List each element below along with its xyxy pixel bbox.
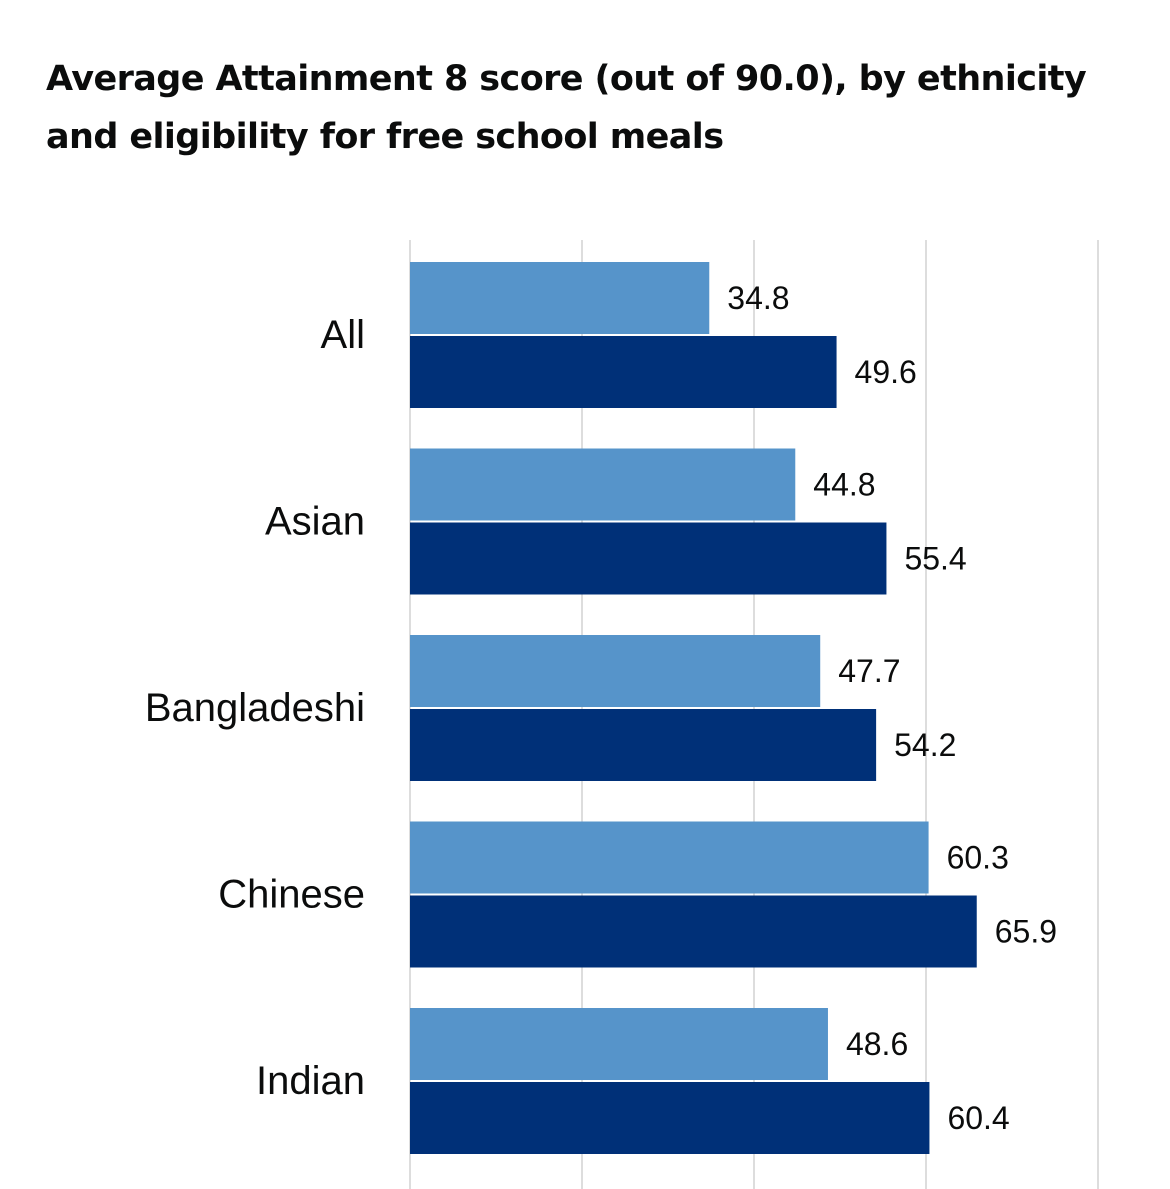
bar (410, 1008, 828, 1080)
data-label: 55.4 (904, 541, 966, 577)
bar (410, 336, 837, 408)
data-label: 65.9 (995, 914, 1057, 950)
bar (410, 522, 887, 595)
bar (410, 1082, 930, 1154)
bar (410, 821, 929, 894)
category-label: Bangladeshi (145, 686, 365, 730)
data-label: 34.8 (727, 280, 789, 316)
bar (410, 448, 796, 521)
data-label: 47.7 (838, 653, 900, 689)
data-label: 48.6 (846, 1026, 908, 1062)
data-label: 54.2 (894, 727, 956, 763)
chart-title: Average Attainment 8 score (out of 90.0)… (46, 59, 1087, 157)
data-label: 60.3 (947, 840, 1009, 876)
data-label: 49.6 (855, 354, 917, 390)
category-label: Asian (265, 500, 365, 544)
data-label: 44.8 (813, 467, 875, 503)
bar (410, 709, 877, 781)
category-label: Indian (256, 1059, 365, 1103)
bar (410, 895, 977, 968)
bar (410, 262, 710, 334)
bar (410, 635, 821, 707)
category-label: All (321, 313, 365, 357)
category-label: Chinese (218, 873, 365, 917)
data-label: 60.4 (947, 1100, 1009, 1136)
